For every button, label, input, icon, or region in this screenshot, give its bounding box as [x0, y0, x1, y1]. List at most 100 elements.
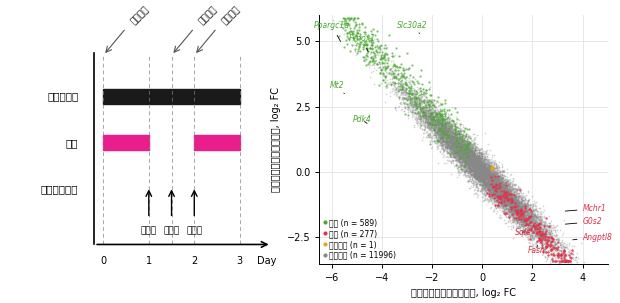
Point [459, 160, 469, 165]
Point [508, 207, 518, 212]
Point [503, 207, 513, 211]
Point [411, 98, 421, 103]
Point [425, 138, 435, 143]
Point [567, 251, 577, 256]
Point [544, 230, 554, 235]
Point [471, 154, 481, 159]
Point [487, 178, 497, 183]
Point [474, 155, 484, 160]
Point [464, 145, 474, 150]
Point [438, 134, 448, 138]
Point [464, 178, 474, 183]
Point [435, 139, 445, 144]
Point [467, 166, 477, 171]
Point [510, 201, 520, 205]
Point [436, 137, 446, 142]
Point [472, 169, 482, 174]
Point [507, 198, 516, 203]
Point [497, 190, 507, 195]
Point [552, 251, 562, 256]
Point [401, 86, 410, 91]
Point [423, 121, 433, 126]
Point [435, 128, 445, 133]
Point [413, 111, 423, 116]
Point [503, 183, 513, 188]
Point [464, 155, 474, 159]
Point [487, 192, 497, 197]
Point [497, 204, 507, 208]
Point [475, 181, 485, 186]
Point [505, 202, 515, 207]
Point [446, 153, 456, 158]
Point [397, 84, 407, 88]
Point [438, 125, 448, 130]
Point [508, 201, 518, 205]
Point [447, 135, 457, 140]
Point [464, 162, 474, 167]
Point [535, 234, 545, 239]
Point [514, 203, 524, 208]
Point [491, 190, 501, 195]
Point [541, 250, 551, 255]
Point [436, 134, 446, 139]
Point [463, 158, 473, 163]
Point [534, 229, 544, 234]
Point [518, 213, 528, 218]
Point [454, 137, 464, 142]
Point [508, 206, 518, 211]
Point [515, 217, 525, 221]
Point [553, 251, 563, 256]
Point [480, 179, 490, 184]
Point [428, 122, 438, 127]
Point [496, 185, 506, 190]
Point [493, 185, 503, 190]
Point [479, 170, 489, 175]
Point [530, 221, 540, 226]
Point [469, 143, 479, 148]
Point [382, 64, 392, 68]
Point [500, 198, 510, 203]
Point [343, 35, 353, 40]
Point [480, 167, 490, 172]
Point [440, 148, 450, 152]
Point [454, 151, 464, 156]
Point [502, 195, 512, 199]
Point [527, 218, 537, 222]
Point [477, 166, 487, 171]
Point [513, 211, 523, 216]
Point [514, 212, 524, 217]
Point [405, 98, 415, 103]
Point [464, 162, 474, 167]
Point [539, 231, 549, 236]
Point [448, 153, 458, 158]
Point [471, 169, 480, 174]
Point [498, 175, 508, 180]
Point [450, 143, 459, 148]
Point [540, 236, 550, 241]
Point [516, 217, 526, 222]
Point [510, 214, 520, 218]
Point [503, 199, 513, 204]
Point [501, 193, 511, 198]
Point [464, 175, 474, 179]
Point [521, 206, 531, 211]
Point [489, 170, 499, 175]
Point [463, 162, 472, 167]
Point [480, 197, 490, 201]
Point [466, 160, 476, 165]
Point [471, 156, 480, 161]
Point [461, 148, 471, 153]
Point [470, 160, 480, 165]
Point [495, 176, 505, 181]
Point [486, 185, 496, 190]
Point [431, 114, 441, 119]
Point [498, 176, 508, 181]
Point [368, 57, 378, 62]
Point [468, 173, 478, 178]
Point [495, 172, 505, 177]
Point [436, 101, 446, 106]
Point [471, 161, 480, 166]
Point [477, 155, 487, 160]
Point [507, 199, 516, 204]
Point [467, 153, 477, 158]
